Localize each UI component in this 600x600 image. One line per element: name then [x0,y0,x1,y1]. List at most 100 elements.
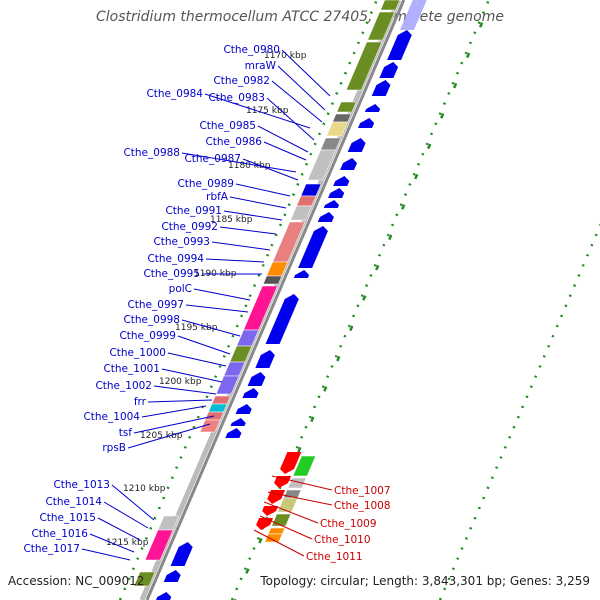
reverse-gene-arrow-12 [293,270,310,278]
gene-label-left: Cthe_0998 [123,314,180,326]
gene-label-left: Cthe_0987 [184,153,241,165]
gene-label-left: Cthe_0992 [161,221,218,233]
forward-gene-19 [211,395,231,405]
gene-leader-line-right [271,475,333,491]
gene-leader-line [97,517,141,541]
forward-gene-13 [262,275,283,285]
kbp-dash-line [233,0,493,600]
forward-gene-2 [345,41,383,91]
gene-label-left: rpsB [102,442,126,454]
gene-label-left: Cthe_0984 [146,88,203,100]
gene-label-left: Cthe_0991 [165,205,222,217]
gene-leader-line [147,399,213,403]
gene-leader-line [193,288,251,301]
gene-label-left: frr [134,396,147,408]
gene-label-left: Cthe_0985 [199,120,256,132]
other-strand-box-6 [264,533,283,543]
gene-leader-line [181,152,297,173]
gene-label-left: Cthe_0988 [123,147,180,159]
other-strand-arrow-3 [262,506,279,516]
forward-gene-4 [332,113,352,123]
reverse-gene-arrow-0 [387,30,412,60]
forward-gene-3 [336,101,357,113]
forward-gene-12 [266,261,289,277]
gene-label-right: Cthe_1008 [334,500,391,512]
other-strand-arrow-2 [267,490,286,504]
gene-leader-line [219,226,277,235]
reverse-gene-arrow-21 [163,570,181,582]
gene-leader-line-right [267,491,333,506]
gene-leader-line [257,125,309,153]
gene-label-left: Cthe_0983 [208,92,265,104]
other-strand-box-4 [271,513,292,527]
reverse-gene-arrow-19 [225,428,242,438]
reverse-gene-arrow-10 [317,212,334,222]
forward-gene-7 [307,149,336,181]
gene-leader-line [111,484,155,521]
accession-label: Accession: NC_009012 [8,574,145,588]
gene-label-left: Cthe_0995 [143,268,200,280]
forward-gene-1 [367,11,396,41]
reverse-gene-arrow-3 [364,104,381,112]
gene-label-right: Cthe_1009 [320,518,377,530]
reverse-gene-arrow-15 [247,372,266,386]
gene-label-left: Cthe_1016 [31,528,88,540]
forward-gene-20 [208,403,228,413]
kbp-tick-label: 1175 kbp [246,106,289,116]
reverse-gene-arrow-5 [347,138,366,152]
gene-label-left: Cthe_1000 [109,347,166,359]
gene-leader-line [277,65,326,111]
reverse-gene-arrow-17 [235,404,252,414]
reverse-gene-arrow-22 [156,592,172,600]
reverse-gene-arrow-8 [328,188,345,198]
page-title: Clostridium thermocellum ATCC 27405, com… [96,9,504,25]
gene-leader-line [223,210,283,221]
reverse-gene-arrow-7 [333,176,350,186]
gene-leader-line-right [253,529,305,557]
gene-label-left: Cthe_0980 [223,44,280,56]
reverse-gene-arrow-9 [323,200,340,208]
gene-leader-line [235,183,291,197]
gene-leader-line [127,423,211,449]
gene-label-left: Cthe_0986 [205,136,262,148]
gene-leader-line [266,97,315,141]
reverse-gene-arrow-13 [265,294,299,344]
gene-label-left: rbfA [206,191,229,203]
gene-leader-line [242,158,299,181]
reverse-gene-top [399,0,427,30]
other-strand-box-5 [267,527,286,535]
reverse-gene-arrow-4 [358,118,375,128]
gene-leader-line-right [259,515,313,540]
gene-leader-line [181,319,241,337]
gene-label-left: Cthe_0997 [127,299,184,311]
backbone [145,0,406,600]
gene-label-left: Cthe_1014 [45,496,102,508]
reverse-gene-arrow-11 [298,226,328,268]
forward-gene-17 [223,361,246,377]
gene-label-right: Cthe_1007 [334,485,391,497]
gene-label-left: Cthe_0982 [213,75,270,87]
gene-label-left: Cthe_1002 [95,380,152,392]
kbp-tick-label: 1200 kbp [159,377,202,387]
gene-label-right: Cthe_1011 [306,551,363,563]
gene-label-left: mraW [245,60,277,72]
reverse-gene-arrow-1 [379,62,399,78]
forward-gene-24 [144,529,174,561]
reverse-gene-arrow-6 [340,158,358,170]
gene-label-left: Cthe_0994 [147,253,204,265]
other-strand-arrow-0 [280,452,302,474]
gene-label-left: Cthe_1001 [103,363,160,375]
reverse-gene-arrow-16 [242,388,259,398]
gene-leader-line [281,49,331,97]
gene-label-right: Cthe_1010 [314,534,371,546]
gene-leader-line [229,196,287,209]
gene-leader-line [185,304,249,313]
other-strand-box-3 [277,497,299,513]
gene-leader-line [204,93,311,129]
gene-leader-line [177,335,231,355]
gene-label-left: Cthe_1015 [39,512,96,524]
forward-gene-5 [326,121,348,137]
kbp-tick-label: 1195 kbp [175,323,218,333]
kbp-tick-label: 1185 kbp [210,215,253,225]
